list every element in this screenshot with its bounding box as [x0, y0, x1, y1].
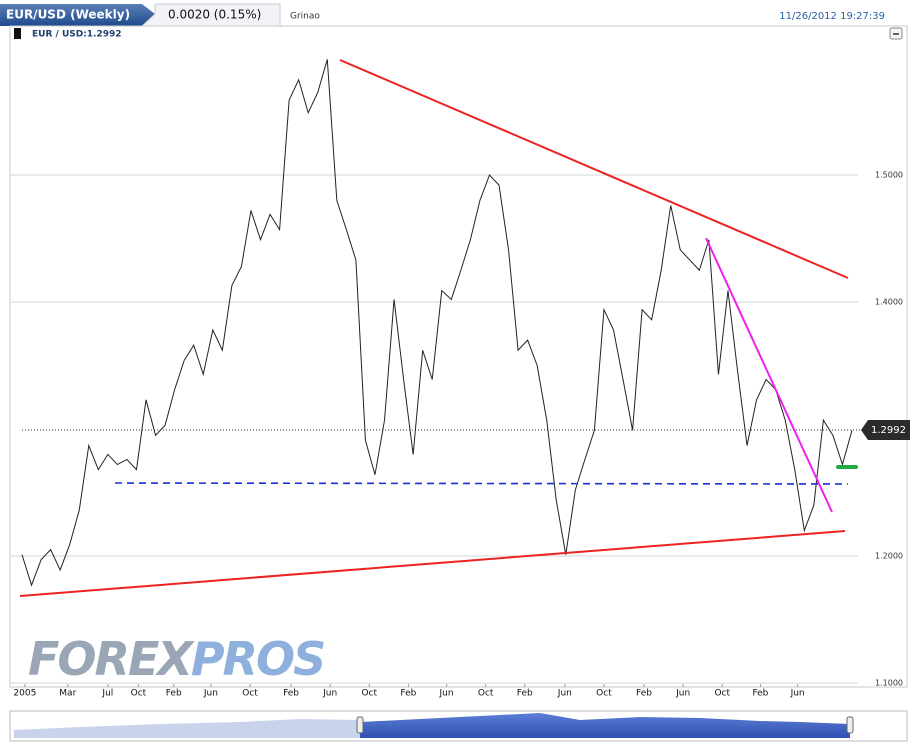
x-tick-label: Jun: [790, 689, 805, 699]
x-tick-label: Feb: [752, 689, 768, 699]
user: Grinao: [290, 12, 320, 22]
x-tick-label: Jun: [557, 689, 572, 699]
x-tick-label: Oct: [714, 689, 730, 699]
x-tick-label: Jun: [322, 689, 337, 699]
resistance-line: [339, 59, 849, 279]
last-price-label: 1.2992: [871, 425, 906, 436]
plot-frame: [9, 25, 908, 688]
y-tick-label: 1.2000: [875, 552, 903, 561]
x-tick-label: Feb: [636, 689, 652, 699]
x-tick-label: Oct: [131, 689, 147, 699]
last-price-tag: [861, 420, 910, 441]
navigator-range: [360, 713, 850, 738]
change: 0.0020 (0.15%): [168, 8, 261, 22]
x-tick-label: Oct: [242, 689, 258, 699]
legend-text: EUR / USD:1.2992: [32, 30, 122, 40]
x-tick-label: Jun: [675, 689, 690, 699]
navigator-handle-left[interactable]: [356, 716, 364, 734]
x-tick-label: Oct: [361, 689, 377, 699]
y-tick-label: 1.5000: [875, 171, 903, 180]
horizontal-line: [114, 482, 849, 485]
x-tick-label: Feb: [166, 689, 182, 699]
x-tick-label: Oct: [596, 689, 612, 699]
x-tick-label: Oct: [478, 689, 494, 699]
legend-swatch: [14, 28, 21, 39]
x-tick-label: Mar: [59, 689, 76, 699]
navigator-handle-right[interactable]: [846, 716, 854, 734]
price-line: [21, 59, 853, 587]
timestamp: 11/26/2012 19:27:39: [779, 11, 885, 22]
x-tick-label: Feb: [517, 689, 533, 699]
logo: FOREXPROS: [28, 632, 324, 686]
x-tick-label: Jul: [101, 689, 113, 699]
symbol-tab[interactable]: [0, 4, 155, 26]
x-tick-label: Jun: [439, 689, 454, 699]
support-line: [19, 530, 846, 597]
trend-line: [705, 237, 833, 513]
navigator-history: [14, 719, 360, 738]
y-tick-label: 1.4000: [875, 298, 903, 307]
x-tick-label: Feb: [283, 689, 299, 699]
x-tick-label: Jun: [203, 689, 218, 699]
symbol: EUR/USD (Weekly): [6, 8, 130, 22]
y-tick-label: 1.1000: [875, 679, 903, 688]
x-tick-label: 2005: [13, 689, 36, 699]
x-tick-label: Feb: [400, 689, 416, 699]
